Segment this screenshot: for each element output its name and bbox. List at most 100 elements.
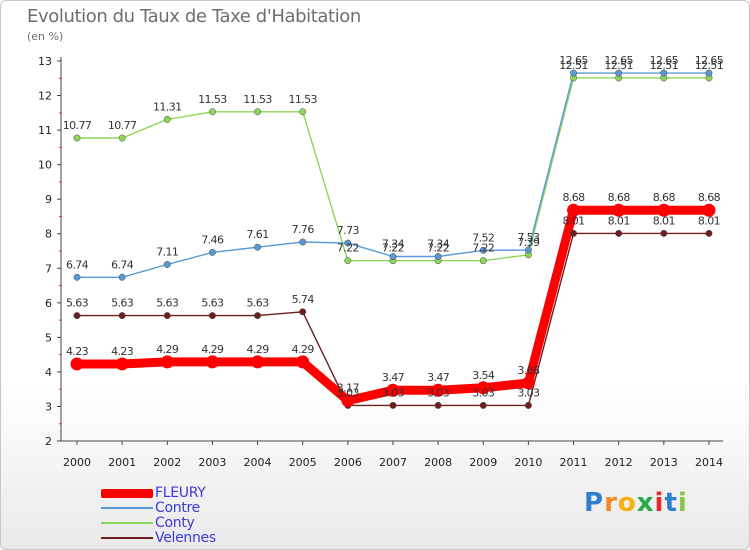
data-point-contre [163,261,171,268]
data-label-velennes: 3.03 [337,386,360,399]
data-point-conty [118,134,126,142]
data-label-conty: 7.22 [472,242,494,255]
data-label-velennes: 5.63 [111,297,134,310]
data-point-fleury [160,355,174,369]
data-point-fleury [431,383,445,397]
data-point-fleury [251,355,265,369]
logo-letter: x [636,488,655,518]
data-label-conty: 11.53 [288,93,317,106]
data-point-conty [344,257,352,265]
data-label-conty: 11.53 [243,93,272,106]
data-label-fleury: 3.54 [472,369,495,382]
legend-swatch-conty [101,515,153,530]
data-label-velennes: 3.03 [472,386,495,399]
legend-item-velennes: Velennes [101,530,216,546]
x-tick-label: 2008 [424,456,452,469]
data-point-velennes [434,401,442,409]
chart-data-labels: 4.23 4.23 4.29 4.29 4.29 4.29 3.17 3.47 3.47 3.54… [63,54,725,399]
logo-letter: i [654,488,665,518]
data-point-velennes [389,401,397,409]
data-point-fleury [386,383,400,397]
y-tick-label: 13 [38,55,52,68]
x-tick-label: 2001 [108,456,136,469]
data-label-conty: 7.22 [427,242,449,255]
chart-points [70,69,716,409]
data-point-velennes [570,229,577,237]
chart-subtitle: (en %) [27,30,64,43]
x-tick-label: 2006 [334,456,362,469]
x-tick-label: 2007 [379,456,407,469]
legend-label-conty: Conty [155,514,195,531]
logo-letter: P [584,488,605,518]
data-point-contre [299,238,307,246]
data-point-fleury [521,376,535,390]
y-tick-label: 4 [45,366,52,379]
data-point-conty [163,115,171,123]
x-tick-label: 2014 [695,456,723,469]
data-label-contre: 7.34 [427,238,450,251]
data-label-velennes: 5.63 [156,297,179,310]
data-point-velennes [118,312,126,320]
data-label-fleury: 3.47 [427,371,450,384]
chart-legend: FLEURY Contre Conty Velennes [101,484,216,546]
data-label-velennes: 3.03 [382,386,405,399]
data-point-fleury [205,355,219,369]
data-point-contre [344,239,352,247]
data-point-contre [479,246,487,254]
data-point-fleury [115,357,129,371]
data-point-contre [570,69,577,77]
data-label-velennes: 3.03 [517,386,540,399]
x-tick-label: 2013 [650,456,678,469]
data-label-fleury: 3.68 [517,364,540,377]
data-label-conty: 7.22 [337,242,359,255]
data-point-velennes [615,229,623,237]
data-point-contre [254,243,262,251]
data-point-contre [434,253,442,260]
logo-letter: r [604,488,618,518]
data-label-velennes: 8.01 [562,214,584,227]
data-label-conty: 12.51 [695,59,724,72]
data-label-fleury: 8.68 [562,191,585,204]
legend-label-fleury: FLEURY [155,484,206,501]
y-tick-label: 7 [45,262,52,275]
data-point-conty [208,108,216,116]
data-point-velennes [705,229,713,237]
data-point-contre [118,273,126,281]
chart-axes: 2 3 4 5 6 7 8 9 10 11 12 13 2000 2001 2002 2003 2004 2005… [38,55,723,469]
data-point-contre [524,246,532,254]
y-tick-label: 5 [45,331,52,344]
logo-letter: i [677,488,688,518]
data-label-conty: 12.51 [650,59,679,72]
y-tick-label: 2 [45,435,52,448]
data-label-fleury: 4.23 [66,345,89,358]
data-label-velennes: 5.63 [66,297,89,310]
y-tick-label: 9 [45,193,52,206]
data-label-velennes: 8.01 [653,214,675,227]
legend-swatch-fleury [101,485,153,500]
proxiti-logo: Proxiti [584,488,688,518]
data-point-velennes [524,401,532,409]
data-label-fleury: 8.68 [608,191,631,204]
legend-label-contre: Contre [155,499,200,516]
data-label-contre: 12.65 [650,54,679,67]
data-label-velennes: 3.03 [427,386,450,399]
x-tick-label: 2002 [153,456,181,469]
data-point-velennes [163,312,171,320]
data-label-contre: 7.52 [472,231,494,244]
data-label-velennes: 8.01 [608,214,630,227]
y-tick-label: 12 [38,90,52,103]
data-label-contre: 6.74 [111,258,134,271]
data-label-velennes: 5.74 [292,293,315,306]
y-tick-label: 11 [38,124,52,137]
x-tick-label: 2000 [63,456,91,469]
x-tick-label: 2012 [605,456,633,469]
data-label-contre: 7.11 [156,245,178,258]
data-point-contre [615,69,623,77]
data-point-fleury [476,381,490,395]
data-point-contre [73,273,81,281]
data-point-fleury [702,203,716,217]
data-label-fleury: 4.29 [247,343,270,356]
data-label-contre: 6.74 [66,258,89,271]
data-point-fleury [567,203,581,217]
